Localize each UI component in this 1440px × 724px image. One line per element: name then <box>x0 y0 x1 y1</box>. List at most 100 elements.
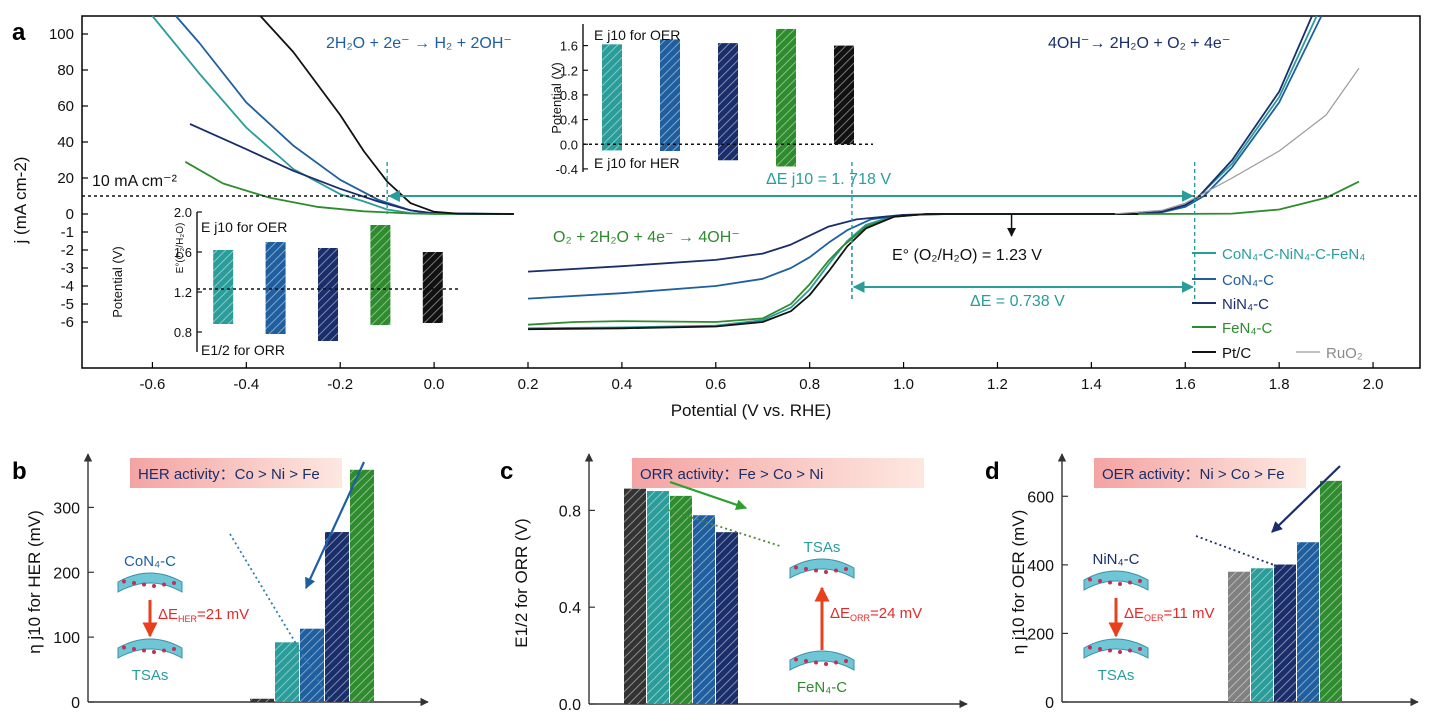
structure-bottom-label: TSAs <box>1098 667 1135 684</box>
inset-bar-hatch <box>265 242 286 334</box>
legend-entry: Pt/C <box>1222 345 1251 362</box>
atom-dot <box>1118 582 1122 586</box>
atom-dot <box>162 648 166 653</box>
y-tick-label: 0 <box>1045 695 1054 712</box>
y-tick-label: -1 <box>61 224 74 241</box>
orr-equation: O₂ + 2H₂O + 4e⁻ → 4OH⁻ <box>553 229 740 246</box>
x-tick-label: -0.2 <box>327 376 353 393</box>
panel-letter: b <box>12 458 27 485</box>
structure-bottom-label: TSAs <box>132 667 169 684</box>
orr-curve-pt-c <box>527 213 1139 331</box>
x-tick-label: 2.0 <box>1363 376 1384 393</box>
oer-curve-fen-c <box>1138 180 1360 215</box>
panel-b: b 300 200 100 0 η j10 for HER (mV) HER activit… <box>12 453 429 712</box>
y-tick-label: 200 <box>1027 626 1054 643</box>
x-tick-label: 0.2 <box>518 376 539 393</box>
panel-letter: d <box>985 458 1000 485</box>
bar-hatch <box>325 532 349 702</box>
panel-a-xlabel: Potential (V vs. RHE) <box>671 401 832 420</box>
legend-entry: CoN₄-C-NiN₄-C-FeN₄ <box>1222 246 1365 263</box>
atom-dot <box>834 660 838 665</box>
atom-dot <box>1128 580 1132 585</box>
bar-hatch <box>693 515 715 704</box>
inset-y-tick-label: 1.2 <box>560 63 578 78</box>
atom-dot <box>1118 650 1122 654</box>
bar-hatch <box>250 698 274 702</box>
atom-dot <box>162 582 166 587</box>
inset-y-tick-label: 1.2 <box>174 285 192 300</box>
atom-dot <box>1128 648 1132 653</box>
delta-label: ΔEORR=24 mV <box>830 605 922 623</box>
legend-entry: FeN₄-C <box>1222 320 1272 337</box>
bar-hatch <box>647 491 669 704</box>
y-tick-label: 600 <box>1027 489 1054 506</box>
delta-label: ΔEHER=21 mV <box>158 606 249 624</box>
x-tick-label: 0.8 <box>799 376 820 393</box>
inset-y-tick-label: -0.4 <box>556 162 578 177</box>
x-tick-label: 0.6 <box>705 376 726 393</box>
trend-dotted-line <box>229 533 331 701</box>
atom-dot <box>1138 647 1142 651</box>
activity-banner: HER activity：Co > Ni > Fe <box>138 466 320 483</box>
inset-y-label: Potential (V) <box>549 62 564 134</box>
inset-y-tick-label: 0.4 <box>560 113 578 128</box>
inset-bar-hatch <box>318 248 338 341</box>
atom-dot <box>122 645 126 650</box>
inset-y-tick-label: 1.6 <box>174 245 192 260</box>
x-tick-label: -0.6 <box>139 376 165 393</box>
delta-j10-label: ΔE j10 = 1. 718 V <box>766 171 891 188</box>
y-tick-label: 400 <box>1027 558 1054 575</box>
atom-dot <box>834 568 838 573</box>
trend-arrow <box>1271 465 1341 533</box>
bottom-structure <box>1083 638 1149 659</box>
atom-dot <box>122 579 126 584</box>
panel-a-legend: CoN₄-C-NiN₄-C-FeN₄ CoN₄-C NiN₄-C FeN₄-C Pt/C… <box>1192 246 1365 362</box>
structure-top-label: NiN₄-C <box>1093 551 1140 568</box>
y-tick-label: 0.8 <box>559 503 581 520</box>
atom-dot <box>1088 577 1092 582</box>
inset-bottom-chart: 2.0 1.6 1.2 0.8 Potential (V) E j10 for OER E1… <box>110 205 459 358</box>
bar-hatch <box>670 495 692 704</box>
atom-dot <box>1098 579 1102 583</box>
atom-dot <box>794 565 798 570</box>
inset-y-tick-label: 2.0 <box>174 205 192 220</box>
trend-dotted-line <box>1195 535 1283 569</box>
her-curve-fen-c <box>184 161 514 215</box>
atom-dot <box>152 584 156 588</box>
bottom-structure <box>789 650 855 671</box>
atom-dot <box>152 650 156 654</box>
bar-hatch <box>275 642 299 702</box>
atom-dot <box>132 647 136 651</box>
y-tick-label: 0.4 <box>559 600 581 617</box>
bar-hatch <box>1320 480 1342 702</box>
her-equation: 2H₂O + 2e⁻ → H₂ + 2OH⁻ <box>326 35 512 52</box>
inset-bar-hatch <box>213 250 234 324</box>
y-tick-label: 0 <box>71 695 80 712</box>
bar-hatch <box>716 532 738 704</box>
atom-dot <box>1108 648 1112 653</box>
inset-y-tick-label: 0.8 <box>560 88 578 103</box>
top-structure <box>117 572 183 593</box>
panel-c: c 0.8 0.4 0.0 E1/2 for ORR (V) ORR activity：F… <box>500 453 968 714</box>
panel-letter: c <box>500 458 513 485</box>
y-tick-label: 20 <box>57 170 74 187</box>
x-tick-label: 0.4 <box>611 376 632 393</box>
bar-hatch <box>624 488 646 704</box>
y-tick-label: 0.0 <box>559 697 581 714</box>
y-tick-label: 100 <box>53 630 80 647</box>
inset-top-label: E j10 for OER <box>594 27 680 43</box>
legend-entry: NiN₄-C <box>1222 296 1269 313</box>
inset-bar-hatch <box>718 43 738 161</box>
e0-label: E° (O₂/H₂O) = 1.23 V <box>892 247 1042 264</box>
atom-dot <box>824 570 828 574</box>
y-tick-label: 200 <box>53 565 80 582</box>
y-axis-label: η j10 for OER (mV) <box>1009 510 1028 655</box>
x-tick-label: 1.6 <box>1175 376 1196 393</box>
x-tick-label: 1.2 <box>987 376 1008 393</box>
top-structure <box>789 558 855 579</box>
inset-y-label: Potential (V) <box>110 246 125 318</box>
inset-y-tick-label: 0.0 <box>560 137 578 152</box>
x-tick-label: -0.4 <box>233 376 259 393</box>
inset-ref-label: E°(O₂/H₂O) <box>175 223 186 274</box>
